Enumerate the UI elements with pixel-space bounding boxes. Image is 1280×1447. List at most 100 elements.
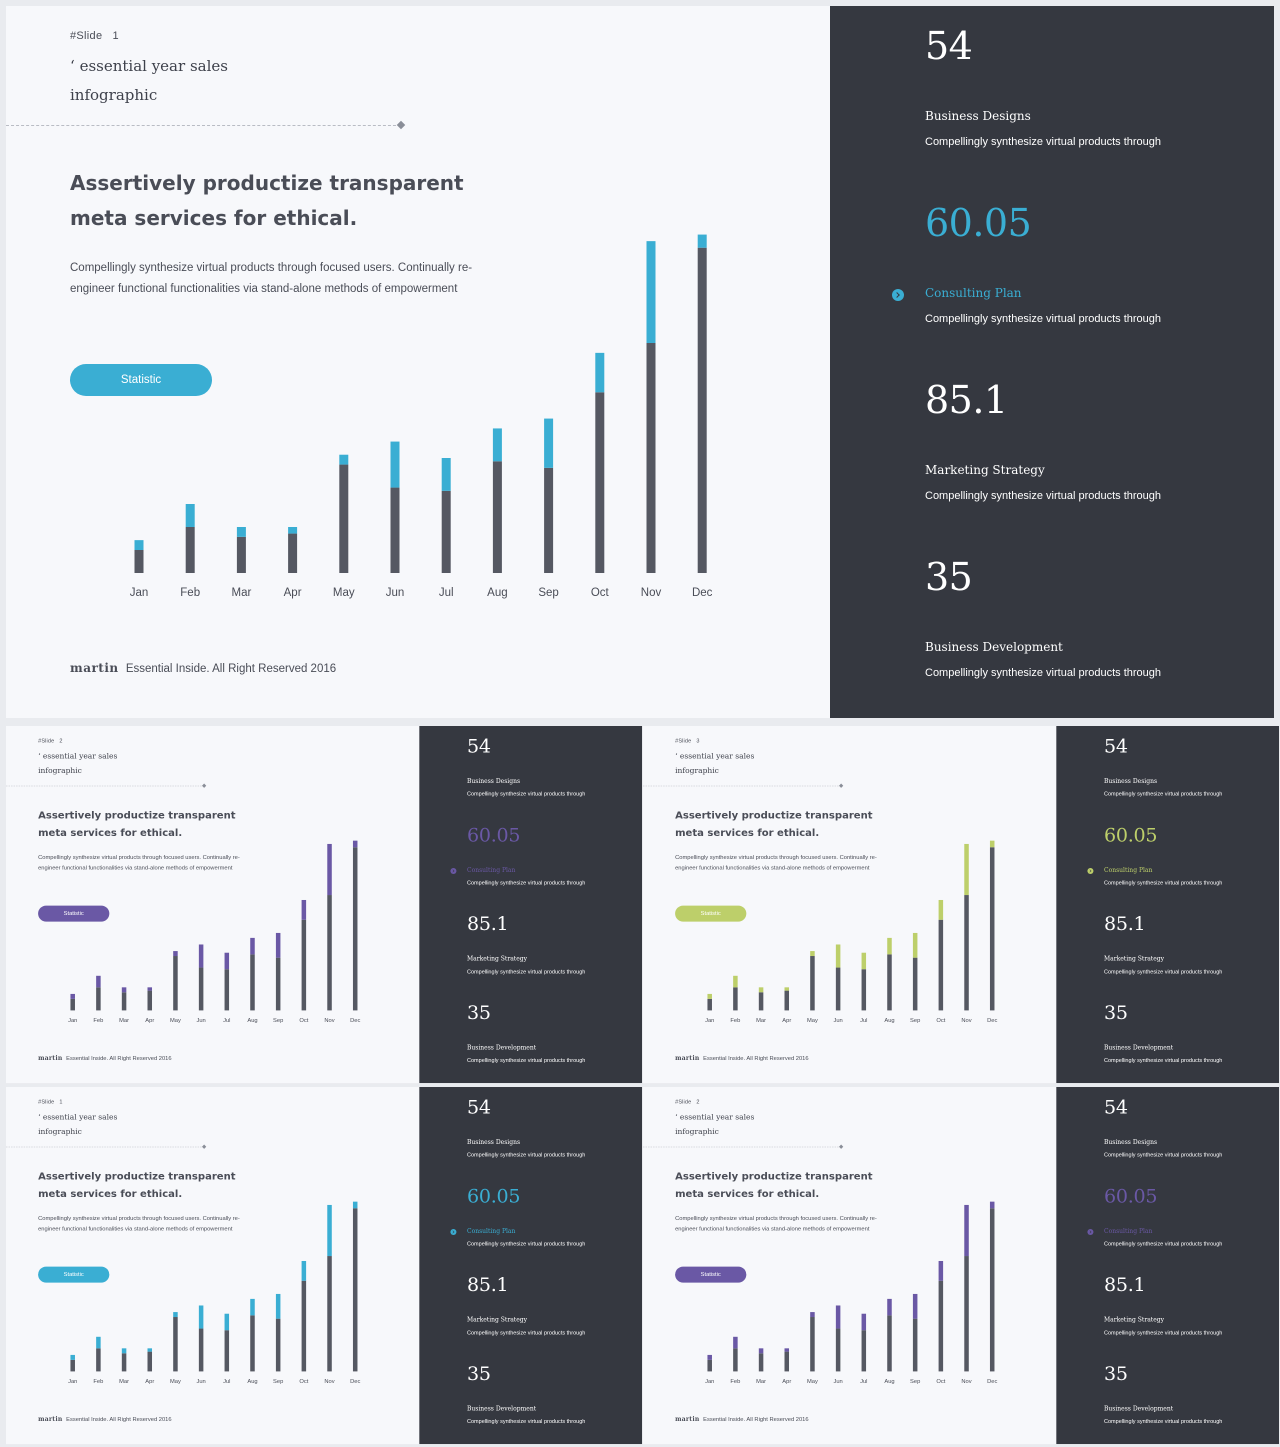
statistic-button[interactable]: Statistic — [38, 1266, 110, 1283]
bar-jan-segment-1 — [134, 550, 144, 573]
title-divider — [643, 1146, 842, 1148]
bar-jul-segment-1 — [224, 969, 230, 1011]
title-mark: ‘ — [70, 57, 75, 75]
stat-description: Compellingly synthesize virtual products… — [1103, 968, 1223, 975]
bar-apr-segment-2 — [784, 1348, 790, 1352]
title-mark: ‘ — [675, 1112, 678, 1122]
stat-label: Consulting Plan — [1103, 1227, 1153, 1235]
bar-aug-segment-2 — [250, 1298, 255, 1316]
stat-value: 85.1 — [466, 1273, 509, 1296]
slide-thumbnail-2[interactable]: #Slide 2 ‘ essential year sales infograp… — [6, 726, 643, 1084]
x-tick-label: Jan — [68, 1379, 77, 1385]
x-tick-label: Nov — [961, 1018, 971, 1024]
bar-jul-segment-2 — [861, 1313, 867, 1331]
x-tick-label: Feb — [93, 1379, 103, 1385]
title-divider — [6, 1146, 205, 1148]
footer-brand: martin — [38, 1415, 63, 1423]
bar-mar-segment-1 — [758, 992, 764, 1011]
stat-label: Business Development — [466, 1044, 537, 1052]
stat-description: Compellingly synthesize virtual products… — [1103, 1152, 1223, 1159]
bar-jan-segment-2 — [707, 993, 712, 999]
x-tick-label: May — [170, 1379, 181, 1385]
bar-oct-segment-1 — [301, 919, 307, 1011]
stat-value: 85.1 — [1103, 1273, 1146, 1296]
stat-value: 60.05 — [466, 1184, 521, 1207]
bar-sep-segment-2 — [912, 1293, 918, 1319]
footer-brand: martin — [70, 661, 119, 675]
slide-thumbnail-2-copy[interactable]: #Slide 2 ‘ essential year sales infograp… — [643, 1087, 1280, 1445]
x-tick-label: Aug — [487, 587, 507, 599]
stat-label: Marketing Strategy — [466, 1316, 528, 1324]
x-tick-label: Nov — [641, 587, 662, 599]
x-tick-label: Jun — [196, 1018, 205, 1024]
stat-description: Compellingly synthesize virtual products… — [925, 136, 1162, 148]
bar-nov-segment-1 — [964, 895, 969, 1011]
footer-copyright: Essential Inside. All Right Reserved 201… — [125, 663, 337, 675]
slide-title: ‘ essential year sales infographic — [38, 749, 148, 778]
x-tick-label: Dec — [350, 1379, 360, 1385]
title-mark: ‘ — [38, 1112, 41, 1122]
stat-description: Compellingly synthesize virtual products… — [1103, 791, 1223, 798]
bar-mar-segment-1 — [121, 1353, 127, 1372]
title-text: essential year sales infographic — [38, 1112, 118, 1137]
x-tick-label: Jul — [860, 1018, 867, 1024]
slide-number-value: 1 — [59, 1099, 63, 1106]
statistic-button[interactable]: Statistic — [675, 905, 747, 922]
bar-may-segment-2 — [810, 1312, 815, 1318]
slide-number-label: #Slide — [675, 738, 692, 745]
bar-oct-segment-2 — [938, 899, 944, 920]
x-tick-label: Mar — [231, 587, 251, 599]
body-text: Compellingly synthesize virtual products… — [70, 262, 473, 295]
x-tick-label: Jun — [833, 1018, 842, 1024]
stat-label: Business Designs — [1103, 777, 1158, 785]
x-tick-label: Jul — [439, 587, 454, 599]
x-tick-label: Nov — [324, 1379, 334, 1385]
footer: martin Essential Inside. All Right Reser… — [38, 1055, 172, 1062]
footer-copyright: Essential Inside. All Right Reserved 201… — [66, 1416, 172, 1423]
slide-thumbnail-3[interactable]: #Slide 3 ‘ essential year sales infograp… — [643, 726, 1280, 1084]
bar-oct-segment-1 — [301, 1280, 307, 1372]
bar-may-segment-1 — [810, 1317, 815, 1372]
bar-jul-segment-1 — [861, 1330, 867, 1372]
bar-jun-segment-2 — [835, 1305, 841, 1329]
x-tick-label: Jan — [705, 1379, 714, 1385]
headline: Assertively productize transparent meta … — [675, 808, 873, 839]
footer-brand: martin — [38, 1054, 63, 1062]
sales-bar-chart: Jan Feb Mar Apr May Jun Jul Aug Sep Oct Nov Dec — [68, 1201, 360, 1385]
statistic-button[interactable]: Statistic — [675, 1266, 747, 1283]
stats-panel: 54 Business Designs Compellingly synthesiz… — [1056, 1087, 1280, 1445]
bar-sep-segment-1 — [275, 1318, 281, 1372]
statistic-button[interactable]: Statistic — [38, 905, 110, 922]
slide-number-value: 2 — [696, 1099, 700, 1106]
bar-may-segment-1 — [810, 956, 815, 1011]
bar-aug-segment-1 — [250, 1315, 255, 1372]
body-text: Compellingly synthesize virtual products… — [38, 854, 240, 871]
bar-mar-segment-2 — [121, 1348, 127, 1354]
bar-mar-segment-1 — [236, 536, 246, 573]
bar-jun-segment-2 — [835, 944, 841, 968]
stat-value: 35 — [925, 555, 973, 599]
statistic-button[interactable]: Statistic — [70, 364, 212, 396]
stat-label: Marketing Strategy — [1103, 955, 1165, 963]
stat-value: 85.1 — [925, 378, 1008, 422]
bar-dec-segment-1 — [989, 847, 995, 1011]
bar-sep-segment-2 — [912, 932, 918, 958]
stat-label: Consulting Plan — [466, 866, 516, 874]
x-tick-label: Oct — [936, 1018, 945, 1024]
bar-nov-segment-2 — [964, 1204, 969, 1257]
bar-feb-segment-1 — [96, 987, 101, 1011]
bar-jan-segment-2 — [134, 540, 144, 550]
bar-jan-segment-2 — [70, 993, 75, 999]
stat-description: Compellingly synthesize virtual products… — [1103, 1329, 1223, 1336]
stat-value: 54 — [1103, 1096, 1128, 1119]
footer-copyright: Essential Inside. All Right Reserved 201… — [66, 1055, 172, 1062]
slide-thumbnail-1-copy[interactable]: #Slide 1 ‘ essential year sales infograp… — [6, 1087, 643, 1445]
x-tick-label: Aug — [884, 1379, 894, 1385]
stat-label: Business Designs — [1103, 1138, 1158, 1146]
headline: Assertively productize transparent meta … — [675, 1169, 873, 1200]
bar-jan-segment-1 — [707, 1359, 712, 1372]
x-tick-label: Aug — [247, 1379, 257, 1385]
bar-dec-segment-2 — [352, 1201, 358, 1209]
x-tick-label: Mar — [119, 1018, 129, 1024]
stats-panel: 54 Business Designs Compellingly synthesiz… — [419, 1087, 643, 1445]
